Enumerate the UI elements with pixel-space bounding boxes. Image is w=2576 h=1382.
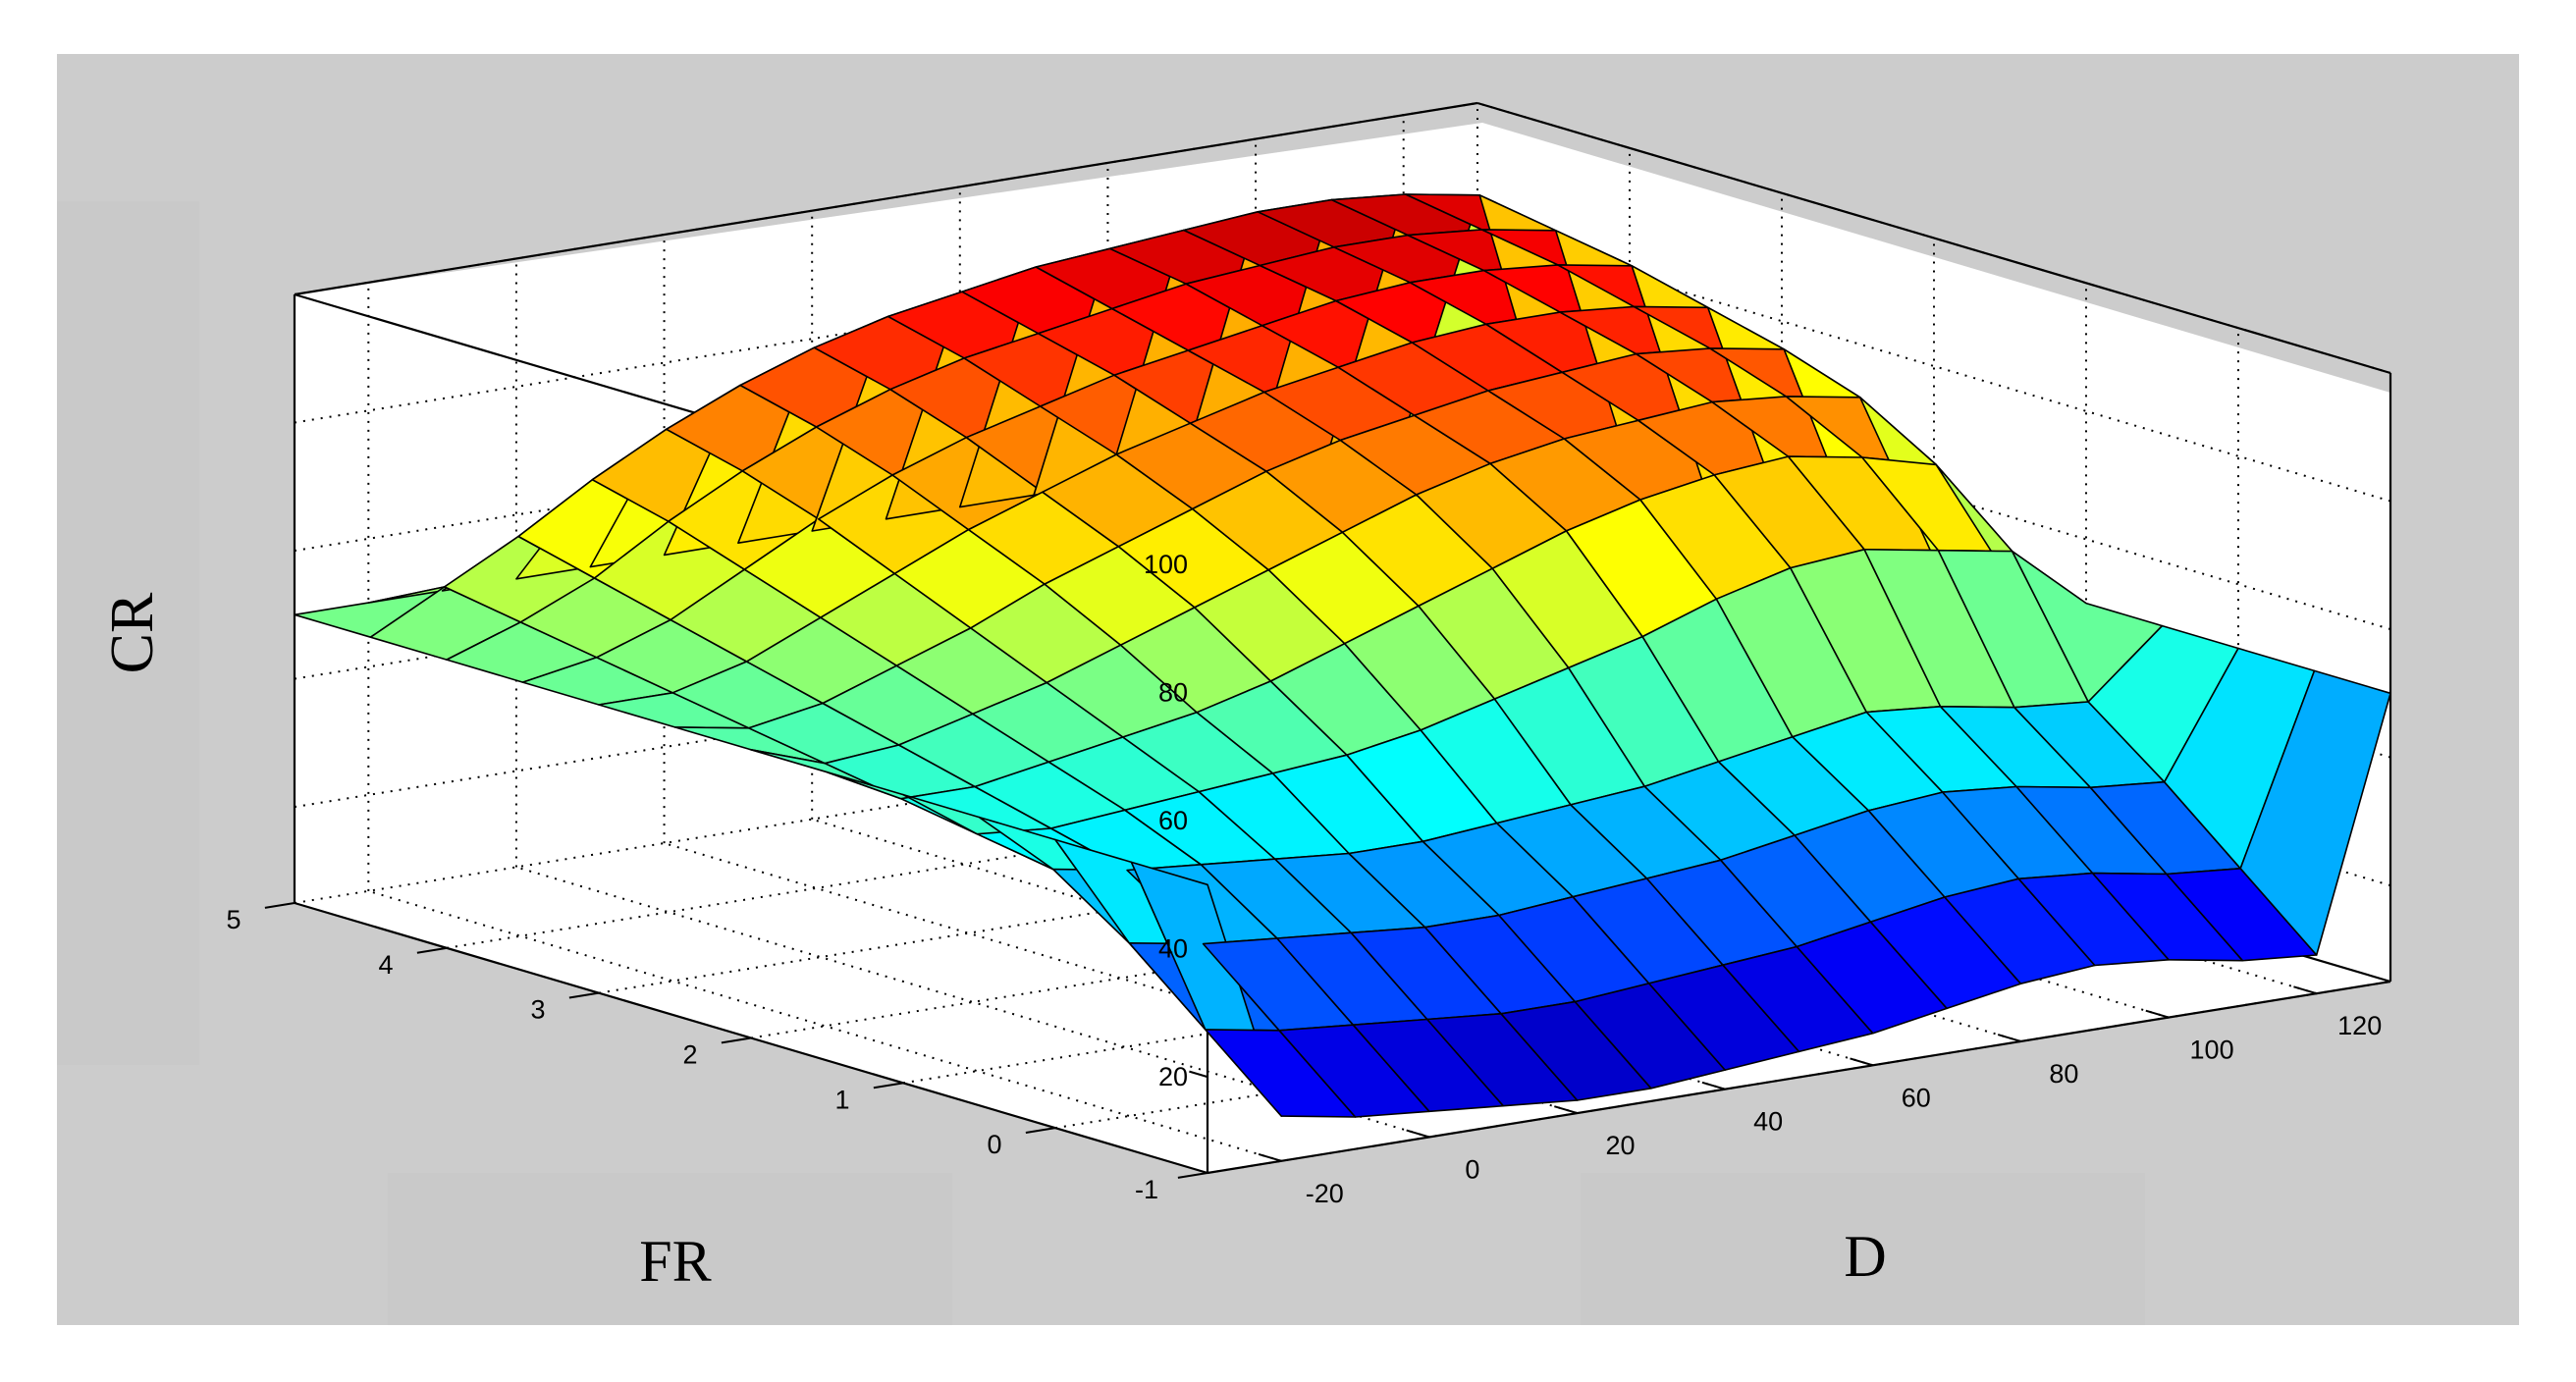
y-tick-mark bbox=[1258, 1152, 1282, 1162]
y-tick-label: 0 bbox=[1465, 1154, 1479, 1184]
y-tick-mark bbox=[1850, 1057, 1874, 1067]
y-tick-mark bbox=[1997, 1034, 2021, 1042]
left-label-panel bbox=[57, 201, 199, 1065]
z-tick-label: 80 bbox=[1158, 678, 1188, 708]
y-tick-mark bbox=[1406, 1129, 1430, 1139]
y-tick-label: 80 bbox=[2049, 1059, 2078, 1089]
x-tick-label: 2 bbox=[682, 1040, 697, 1070]
x-tick-mark bbox=[721, 1036, 752, 1044]
y-tick-mark bbox=[1554, 1105, 1578, 1115]
axis-ticks: 20 40 60 80 100 -1 0 1 2 3 4 5 -20 0 20 40 60 80 100 120 bbox=[226, 550, 2382, 1208]
y-tick-label: 40 bbox=[1753, 1107, 1783, 1137]
y-tick-label: 20 bbox=[1606, 1131, 1636, 1160]
y-tick-mark bbox=[1701, 1081, 1726, 1090]
axis-line-y bbox=[1207, 980, 2391, 1175]
z-tick-label: 100 bbox=[1144, 550, 1188, 579]
z-tick-mark bbox=[1189, 1070, 1208, 1079]
x-tick-label: 3 bbox=[530, 995, 545, 1025]
box-edge-top-back bbox=[294, 101, 1478, 296]
surface-patches bbox=[294, 193, 2391, 1118]
x-tick-mark bbox=[1025, 1127, 1056, 1135]
ylabel: D bbox=[1844, 1224, 1886, 1289]
x-tick-label: 0 bbox=[987, 1130, 1001, 1159]
x-tick-mark bbox=[264, 902, 295, 909]
x-tick-mark bbox=[1177, 1172, 1208, 1179]
box-edge-top-side bbox=[1476, 101, 2391, 375]
xlabel: FR bbox=[639, 1229, 711, 1294]
d-label-panel bbox=[1581, 1173, 2145, 1325]
x-tick-mark bbox=[416, 946, 448, 954]
y-tick-mark bbox=[2145, 1009, 2170, 1019]
x-tick-label: 1 bbox=[834, 1085, 849, 1114]
x-tick-label: -1 bbox=[1135, 1175, 1158, 1204]
y-tick-label: -20 bbox=[1306, 1179, 1344, 1208]
y-tick-label: 100 bbox=[2190, 1036, 2234, 1065]
x-tick-label: 4 bbox=[378, 950, 393, 980]
x-tick-label: 5 bbox=[226, 905, 241, 934]
zlabel: CR bbox=[99, 592, 166, 673]
y-tick-label: 60 bbox=[1902, 1083, 1931, 1112]
fr-label-panel bbox=[388, 1173, 952, 1325]
surface-patch bbox=[2239, 669, 2391, 956]
z-tick-label: 60 bbox=[1158, 806, 1188, 835]
z-tick-label: 40 bbox=[1158, 934, 1188, 964]
y-tick-mark bbox=[2293, 985, 2317, 995]
z-tick-label: 20 bbox=[1158, 1062, 1188, 1091]
x-tick-mark bbox=[873, 1082, 904, 1090]
x-tick-mark bbox=[568, 991, 600, 999]
y-tick-label: 120 bbox=[2337, 1011, 2382, 1040]
